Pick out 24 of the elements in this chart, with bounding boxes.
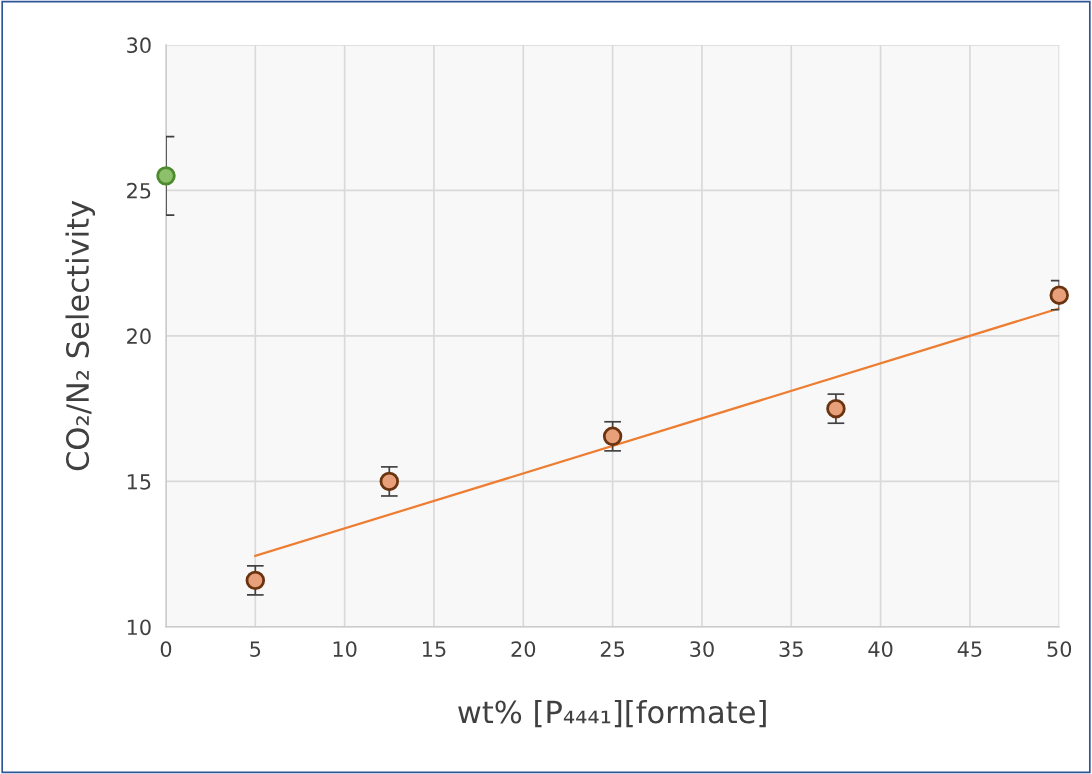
x-tick-label: 25 <box>600 641 625 657</box>
x-tick-label: 35 <box>779 641 803 657</box>
y-axis-title: CO₂/N₂ Selectivity <box>65 200 96 471</box>
x-tick-label: 5 <box>250 641 261 657</box>
point <box>245 570 266 591</box>
point <box>826 398 846 419</box>
x-tick-label: 10 <box>333 641 357 657</box>
x-tick-label: 45 <box>957 641 982 657</box>
y-tick-label: 10 <box>127 619 151 636</box>
x-axis-title: wt% [P₄₄₄₁][formate] <box>458 699 766 728</box>
point <box>379 471 400 492</box>
point <box>602 426 623 447</box>
x-tick-label: 50 <box>1047 641 1072 657</box>
x-tick-label: 0 <box>160 641 172 657</box>
y-tick-label: 15 <box>127 474 151 490</box>
x-tick-label: 20 <box>511 641 536 657</box>
y-tick-label: 20 <box>127 328 151 345</box>
y-tick-label: 25 <box>127 182 151 199</box>
x-tick-label: 40 <box>868 641 893 657</box>
point <box>1049 285 1069 305</box>
x-tick-label: 30 <box>690 641 714 657</box>
x-tick-label: 15 <box>422 641 446 657</box>
y-tick-label: 30 <box>127 37 151 54</box>
point <box>156 166 176 186</box>
